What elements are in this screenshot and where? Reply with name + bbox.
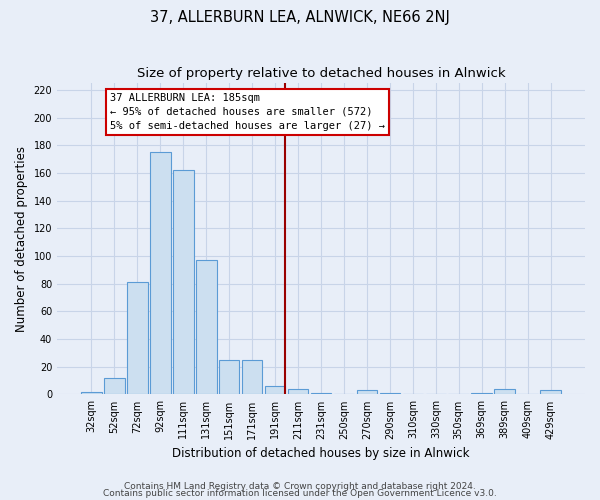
Bar — [356, 390, 377, 394]
Bar — [219, 360, 239, 394]
Bar — [541, 390, 561, 394]
Text: Contains public sector information licensed under the Open Government Licence v3: Contains public sector information licen… — [103, 490, 497, 498]
Bar — [288, 389, 308, 394]
Bar — [472, 393, 492, 394]
Bar — [196, 260, 217, 394]
X-axis label: Distribution of detached houses by size in Alnwick: Distribution of detached houses by size … — [172, 447, 470, 460]
Bar — [127, 282, 148, 395]
Bar — [104, 378, 125, 394]
Bar — [173, 170, 194, 394]
Bar — [150, 152, 170, 394]
Bar — [494, 389, 515, 394]
Bar — [311, 393, 331, 394]
Bar — [81, 392, 102, 394]
Title: Size of property relative to detached houses in Alnwick: Size of property relative to detached ho… — [137, 68, 505, 80]
Bar — [265, 386, 286, 394]
Y-axis label: Number of detached properties: Number of detached properties — [15, 146, 28, 332]
Text: 37, ALLERBURN LEA, ALNWICK, NE66 2NJ: 37, ALLERBURN LEA, ALNWICK, NE66 2NJ — [150, 10, 450, 25]
Text: Contains HM Land Registry data © Crown copyright and database right 2024.: Contains HM Land Registry data © Crown c… — [124, 482, 476, 491]
Text: 37 ALLERBURN LEA: 185sqm
← 95% of detached houses are smaller (572)
5% of semi-d: 37 ALLERBURN LEA: 185sqm ← 95% of detach… — [110, 92, 385, 130]
Bar — [242, 360, 262, 394]
Bar — [380, 393, 400, 394]
